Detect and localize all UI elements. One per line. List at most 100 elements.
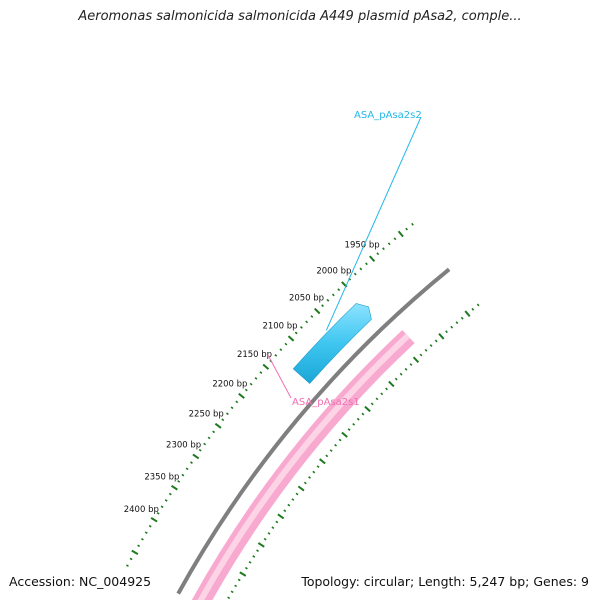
tick-minor (275, 520, 279, 524)
tick-labels: 1950 bp 2000 bp 2050 bp 2100 bp 2150 bp 2200 … (124, 241, 380, 515)
footer-accession: Accession: NC_004925 (9, 574, 152, 589)
tick-minor (212, 430, 216, 434)
tick-minor (337, 288, 341, 292)
tick-minor (331, 293, 335, 297)
tick-major (192, 453, 200, 460)
tick-minor (329, 449, 333, 452)
tick-minor (230, 406, 234, 410)
tick-label: 2350 bp (144, 473, 179, 483)
tick-minor (263, 537, 267, 541)
tick-minor (279, 348, 283, 352)
tick-minor (137, 544, 141, 548)
tick-minor (274, 353, 278, 357)
tick-minor (347, 428, 351, 431)
tick-minor (177, 480, 181, 483)
tick-major (287, 335, 295, 342)
tick-minor (338, 438, 342, 442)
tick-minor (234, 584, 238, 588)
tick-minor (125, 564, 129, 567)
tick-major (369, 255, 376, 263)
tick-minor (424, 348, 428, 352)
tick-minor (325, 454, 329, 458)
tick-minor (312, 470, 316, 474)
tick-minor (385, 387, 388, 391)
footer-summary: Topology: circular; Length: 5,247 bp; Ge… (301, 574, 589, 589)
gene-labels: ASA_pAsa2s2 ASA_pAsa2s1 (267, 110, 422, 408)
tick-minor (140, 537, 144, 541)
tick-minor (393, 237, 397, 241)
tick-minor (259, 371, 263, 374)
tick-minor (244, 566, 248, 570)
tick-label: 2400 bp (124, 505, 159, 515)
tick-label: 2050 bp (289, 294, 324, 304)
tick-minor (404, 367, 408, 371)
tick-minor (271, 526, 275, 530)
tick-minor (455, 321, 459, 325)
tick-minor (361, 412, 365, 416)
tick-minor (387, 242, 391, 246)
tick-major (277, 513, 285, 520)
gene-label-leader (325, 116, 422, 331)
gene-label: ASA_pAsa2s2 (354, 110, 422, 121)
tick-minor (445, 330, 448, 334)
tick-major (238, 392, 245, 399)
tick-minor (353, 272, 357, 276)
tick-minor (375, 397, 379, 401)
tick-minor (198, 448, 202, 452)
tick-minor (225, 412, 229, 416)
tick-major (214, 422, 222, 429)
tick-minor (434, 339, 438, 343)
tick-minor (308, 476, 311, 479)
tick-minor (221, 418, 225, 422)
tick-major (464, 310, 471, 318)
tick-minor (471, 307, 475, 311)
tick-label: 1950 bp (345, 241, 380, 251)
tick-minor (429, 344, 433, 348)
tick-major (388, 380, 395, 388)
tick-minor (310, 315, 314, 318)
tick-label: 2300 bp (166, 441, 201, 451)
tick-major (319, 458, 326, 465)
tick-minor (256, 549, 259, 553)
tick-minor (144, 531, 148, 535)
tick-minor (235, 400, 239, 404)
map-title: Aeromonas salmonicida salmonicida A449 p… (78, 9, 522, 24)
tick-major (314, 307, 321, 315)
tick-minor (321, 304, 324, 308)
tick-minor (419, 353, 423, 357)
tick-minor (237, 578, 241, 582)
tick-minor (352, 422, 356, 426)
tick-minor (287, 503, 291, 507)
tick-minor (409, 363, 413, 366)
tick-minor (326, 298, 330, 302)
tick-major (239, 571, 247, 577)
tick-minor (227, 596, 231, 600)
tick-major (170, 484, 178, 491)
tick-marks-minor (125, 222, 480, 600)
tick-major (262, 363, 270, 370)
tick-minor (291, 498, 295, 501)
tick-minor (382, 247, 385, 251)
tick-minor (254, 376, 258, 380)
tick-minor (156, 511, 160, 515)
tick-label: 2150 bp (237, 350, 272, 360)
gene-feature-asa_pasa2s2[interactable] (292, 303, 372, 384)
tick-minor (267, 532, 271, 535)
tick-minor (164, 499, 168, 502)
tick-minor (181, 473, 185, 477)
gene-features (191, 303, 415, 600)
tick-minor (394, 377, 398, 381)
tick-minor (252, 555, 256, 558)
tick-marks-major (131, 230, 471, 577)
tick-minor (359, 267, 363, 271)
tick-minor (294, 331, 298, 335)
tick-major (257, 542, 265, 548)
tick-minor (160, 505, 164, 509)
tick-minor (376, 252, 380, 256)
tick-label: 2100 bp (262, 321, 297, 331)
tick-label: 2250 bp (189, 410, 224, 420)
tick-minor (190, 461, 193, 464)
tick-minor (203, 442, 207, 446)
tick-minor (129, 557, 133, 561)
tick-minor (230, 590, 234, 594)
